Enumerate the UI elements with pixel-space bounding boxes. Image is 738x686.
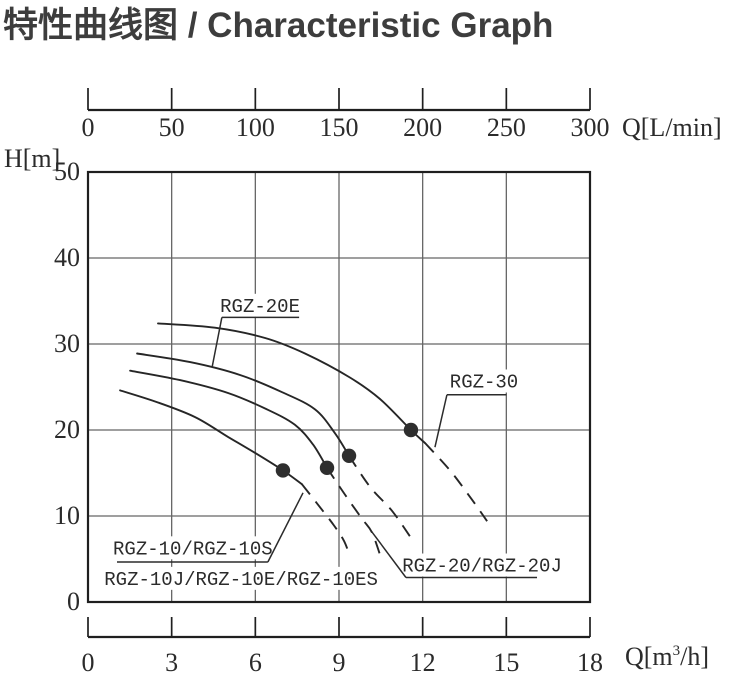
bottom-tick-label-0: 0	[82, 648, 95, 677]
page-title: 特性曲线图 / Characteristic Graph	[3, 6, 554, 45]
curve-rgz-20e-solid	[136, 352, 350, 457]
annotation-bg-rgz-10-rgz-10s	[110, 536, 276, 560]
curve-rgz-30-dashed	[424, 442, 488, 522]
annotation-bg-rgz-10j-rgz-10e-rgz-10es	[101, 566, 381, 590]
annotation-leader-rgz-10-rgz-10s	[267, 492, 304, 563]
rated-point-dot-rgz-10-rgz-10s-rgz-10j-rgz-10e-rgz-10es	[275, 463, 291, 478]
axis-label-h-m: H[m]	[4, 144, 60, 173]
annotation-leader-rgz-20e	[211, 317, 223, 368]
curve-rgz-30-solid	[157, 322, 426, 444]
curve-rgz-10-rgz-10s-rgz-10j-rgz-10e-rgz-10es-solid	[119, 389, 303, 486]
curve-rgz-10-rgz-10s-rgz-10j-rgz-10e-rgz-10es-dashed	[301, 483, 351, 557]
y-tick-label-0: 0	[67, 587, 80, 616]
curve-rgz-20e-dashed	[348, 455, 411, 538]
axis-label-q-m3h: Q[m3/h]	[625, 642, 709, 671]
annotation-bg-rgz-30	[446, 369, 522, 393]
top-tick-label-50: 50	[159, 113, 185, 142]
rated-point-dot-rgz-30	[403, 422, 419, 438]
annotation-leader-rgz-30	[434, 394, 448, 448]
bottom-tick-label-3: 3	[165, 648, 178, 677]
y-tick-label-10: 10	[54, 501, 80, 530]
bottom-tick-label-12: 12	[410, 648, 436, 677]
top-tick-label-300: 300	[571, 113, 610, 142]
bottom-tick-label-18: 18	[577, 648, 603, 677]
top-tick-label-250: 250	[487, 113, 526, 142]
curve-rgz-20-rgz-20j-dashed	[326, 467, 382, 559]
annotation-label-rgz-20-rgz-20j: RGZ-20/RGZ-20J	[402, 556, 562, 578]
bottom-tick-label-15: 15	[493, 648, 519, 677]
y-tick-label-40: 40	[54, 243, 80, 272]
y-tick-label-50: 50	[54, 157, 80, 186]
curve-rgz-20-rgz-20j-solid	[129, 369, 328, 469]
plot-border	[86, 170, 592, 604]
rated-point-dot-rgz-20-rgz-20j	[319, 460, 335, 476]
annotation-bg-rgz-20-rgz-20j	[399, 553, 565, 577]
rated-point-dot-rgz-20e	[341, 448, 357, 463]
y-tick-label-30: 30	[54, 329, 80, 358]
annotation-label-rgz-10j-rgz-10e-rgz-10es: RGZ-10J/RGZ-10E/RGZ-10ES	[104, 569, 378, 591]
annotation-label-rgz-10-rgz-10s: RGZ-10/RGZ-10S	[113, 538, 273, 560]
top-tick-label-0: 0	[82, 113, 95, 142]
annotation-label-rgz-20e: RGZ-20E	[220, 296, 300, 318]
bottom-tick-label-6: 6	[249, 648, 262, 677]
top-tick-label-150: 150	[320, 113, 359, 142]
top-tick-label-200: 200	[403, 113, 442, 142]
annotation-label-rgz-30: RGZ-30	[450, 371, 518, 393]
y-tick-label-20: 20	[54, 415, 80, 444]
annotation-bg-rgz-20e	[217, 293, 303, 317]
axis-label-q-lmin: Q[L/min]	[622, 113, 722, 142]
top-tick-label-100: 100	[236, 113, 275, 142]
annotation-leader-rgz-20-rgz-20j	[371, 531, 407, 578]
bottom-tick-label-9: 9	[333, 648, 346, 677]
